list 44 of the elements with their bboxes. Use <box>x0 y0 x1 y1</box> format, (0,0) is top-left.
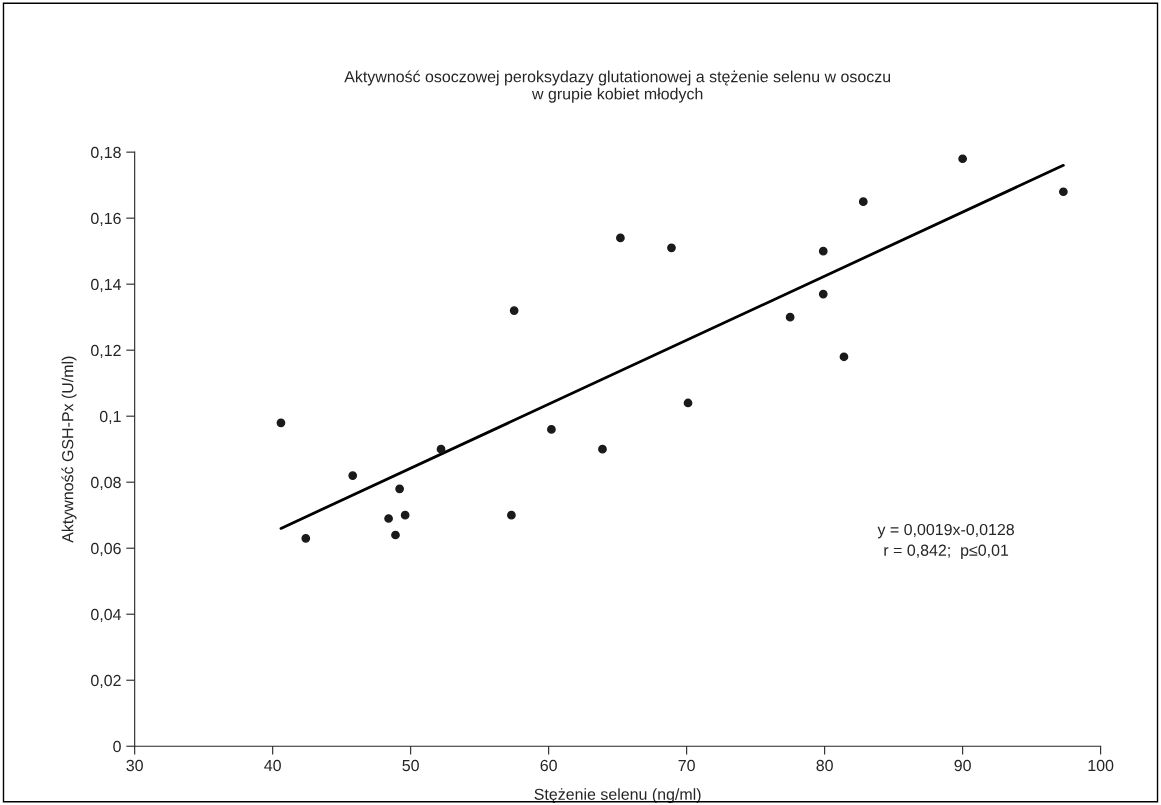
point <box>1058 187 1068 197</box>
point <box>839 352 849 362</box>
point <box>276 418 286 428</box>
x-tick-label: 90 <box>954 759 971 772</box>
point <box>301 533 311 543</box>
y-tick-label: 0,04 <box>91 608 122 623</box>
y-tick-label: 0 <box>113 740 121 753</box>
point <box>436 444 446 454</box>
annotation: y = 0,0019x-0,0128 r = 0,842; p≤0,01 <box>877 523 1014 560</box>
point <box>785 312 795 322</box>
point <box>547 425 556 434</box>
x-tick-label: 80 <box>816 759 833 772</box>
y-tick-label: 0,02 <box>91 674 121 689</box>
y-tick-label: 0,16 <box>91 212 121 226</box>
point <box>507 510 516 520</box>
y-tick-label: 0,1 <box>99 410 121 425</box>
point <box>683 398 693 408</box>
point <box>818 289 828 299</box>
point <box>667 243 676 253</box>
point <box>395 484 404 494</box>
x-tick-label: 60 <box>540 759 557 772</box>
y-axis-title: Aktywność GSH-Px (U/ml) <box>61 356 77 543</box>
x-tick-label: 100 <box>1088 759 1114 772</box>
point <box>348 471 358 480</box>
point <box>384 514 393 523</box>
point <box>818 246 828 256</box>
point <box>616 233 625 243</box>
point <box>400 510 410 520</box>
y-tick-label: 0,06 <box>91 542 121 557</box>
y-tick-label: 0,12 <box>91 344 121 359</box>
x-axis-title: Stężenie selenu (ng/ml) <box>534 788 701 804</box>
y-tick-label: 0,14 <box>91 278 122 292</box>
point <box>509 306 519 315</box>
point <box>391 530 400 540</box>
point <box>958 154 968 164</box>
y-tick-label: 0,08 <box>91 476 121 491</box>
chart-title: Aktywność osoczowej peroksydazy glutationowej a stężenie selenu w osoczu w grupie kobiet młodych <box>344 70 891 103</box>
x-tick-label: 40 <box>264 759 281 772</box>
x-tick-label: 30 <box>126 759 143 772</box>
y-tick-label: 0,18 <box>91 146 121 160</box>
x-tick-label: 70 <box>678 759 695 772</box>
point <box>858 197 868 207</box>
point <box>598 444 607 454</box>
x-tick-label: 50 <box>402 759 419 772</box>
